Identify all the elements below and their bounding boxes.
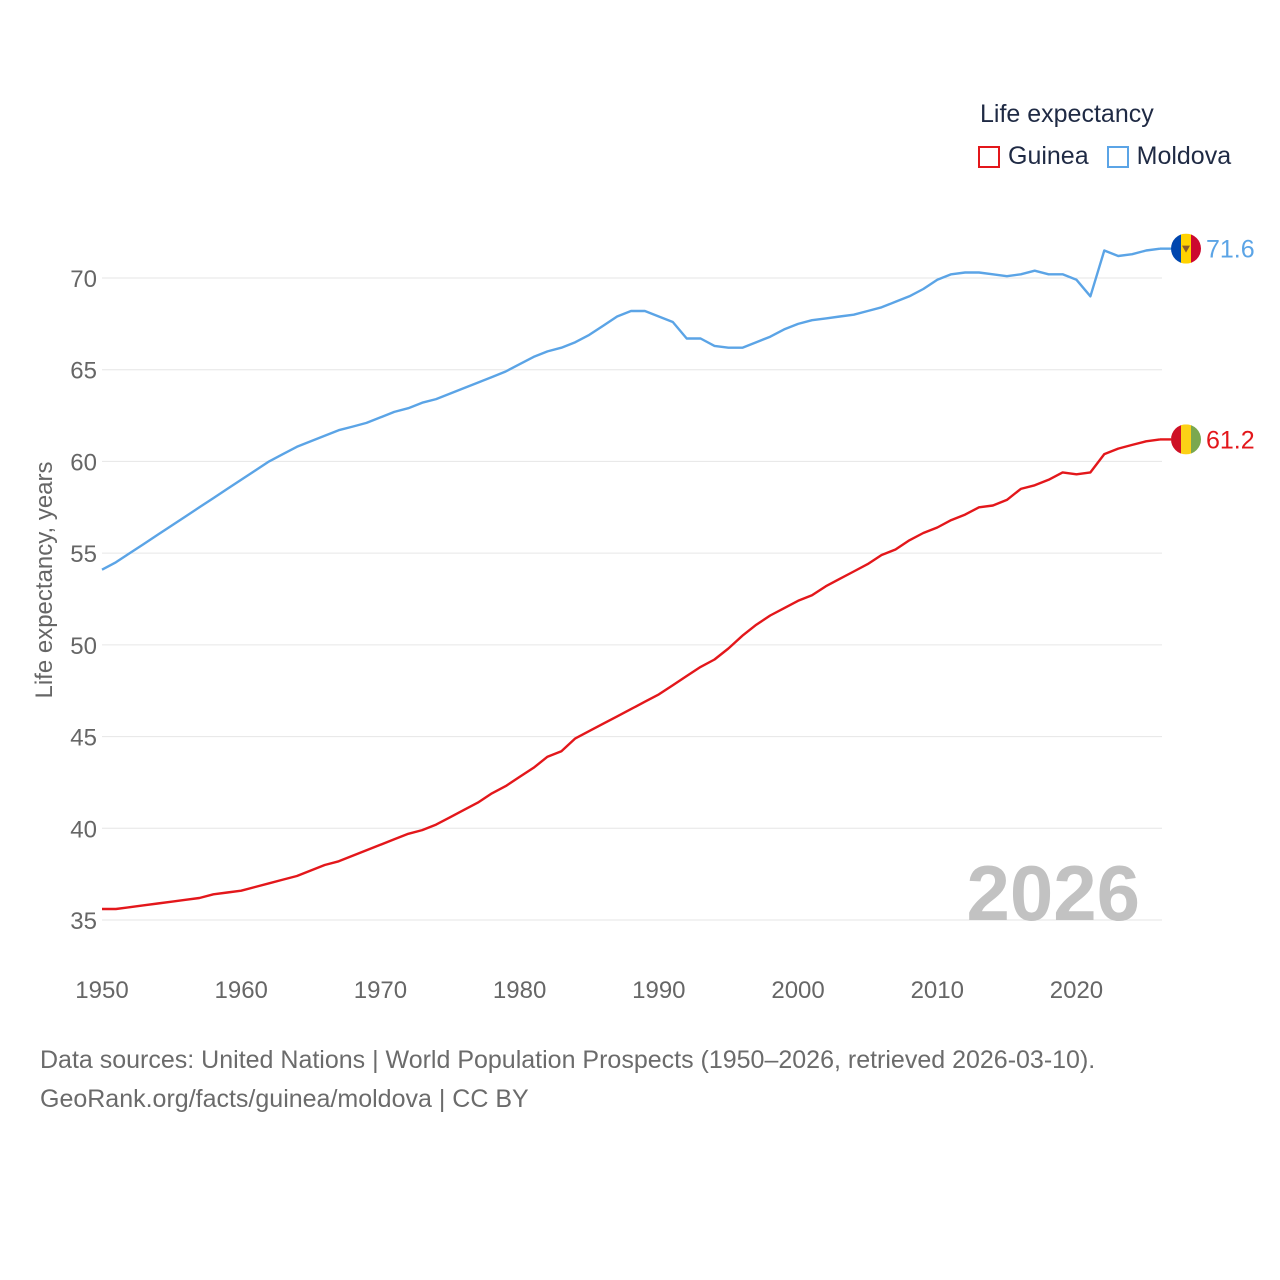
y-tick-labels: 35 40 45 50 55 60 65 70 <box>70 266 97 935</box>
legend-title: Life expectancy <box>980 100 1154 128</box>
moldova-emblem <box>1182 245 1190 253</box>
guinea-flag-stripe-2 <box>1191 424 1201 455</box>
x-tick-1960: 1960 <box>215 977 268 1004</box>
y-tick-40: 40 <box>70 816 97 843</box>
x-tick-2010: 2010 <box>911 977 964 1004</box>
legend-item-guinea[interactable]: Guinea <box>978 142 1089 171</box>
guinea-flag-stripe-1 <box>1181 424 1192 455</box>
end-label-moldova: 71.6 <box>1206 236 1255 264</box>
y-tick-35: 35 <box>70 908 97 935</box>
y-tick-65: 65 <box>70 358 97 385</box>
guinea-flag-stripe-0 <box>1171 424 1182 455</box>
y-axis-label: Life expectancy, years <box>31 461 58 698</box>
x-tick-2020: 2020 <box>1050 977 1103 1004</box>
series-line-moldova <box>101 247 1161 571</box>
legend-swatch-guinea <box>978 145 1000 168</box>
x-tick-1990: 1990 <box>632 977 685 1004</box>
guinea-flag-icon <box>1171 424 1201 455</box>
legend-item-moldova[interactable]: Moldova <box>1106 142 1232 171</box>
x-tick-1980: 1980 <box>493 977 546 1004</box>
year-watermark: 2026 <box>966 849 1140 937</box>
source-line-2: GeoRank.org/facts/guinea/moldova | CC BY <box>40 1085 529 1113</box>
x-tick-labels: 1950 1960 1970 1980 1990 2000 2010 2020 <box>75 977 1103 1004</box>
x-tick-2000: 2000 <box>771 977 824 1004</box>
series-lines <box>101 247 1161 911</box>
x-tick-1970: 1970 <box>354 977 407 1004</box>
legend-label-moldova: Moldova <box>1136 142 1232 170</box>
moldova-flag-stripe-0 <box>1171 233 1182 264</box>
moldova-flag-icon <box>1171 233 1201 264</box>
y-tick-55: 55 <box>70 541 97 568</box>
legend-label-guinea: Guinea <box>1008 142 1089 170</box>
source-line-1: Data sources: United Nations | World Pop… <box>40 1046 1096 1074</box>
legend-swatch-moldova <box>1106 145 1129 168</box>
end-label-guinea: 61.2 <box>1206 426 1255 454</box>
y-tick-70: 70 <box>70 266 97 293</box>
x-tick-1950: 1950 <box>75 977 128 1004</box>
moldova-flag-stripe-2 <box>1191 233 1201 264</box>
y-tick-45: 45 <box>70 725 97 752</box>
legend: Guinea Moldova <box>978 142 1249 171</box>
end-markers: 61.2 71.6 <box>1160 233 1255 455</box>
series-line-guinea <box>102 438 1161 911</box>
grid-lines <box>102 277 1162 921</box>
y-tick-50: 50 <box>70 633 97 660</box>
y-tick-60: 60 <box>70 449 97 476</box>
